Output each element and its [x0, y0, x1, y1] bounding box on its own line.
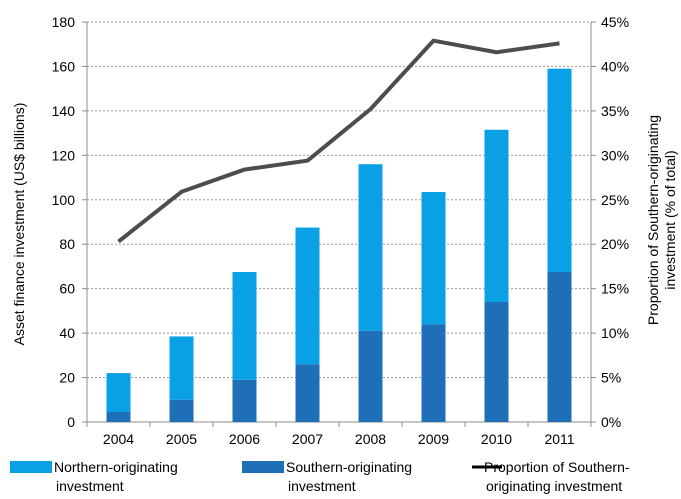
bar-northern [484, 129, 509, 302]
legend-label: Southern-originating [286, 459, 412, 475]
y-tick-label-right: 15% [601, 281, 629, 297]
legend-swatch [10, 461, 52, 473]
y-tick-label-left: 100 [52, 192, 76, 208]
y-tick-label-left: 180 [52, 14, 76, 30]
proportion-line [117, 38, 560, 244]
bar-southern [232, 379, 257, 422]
y-tick-label-right: 40% [601, 58, 629, 74]
bar-northern [421, 192, 446, 325]
legend-swatch [242, 461, 284, 473]
bar-northern [358, 164, 383, 331]
x-tick-label: 2006 [229, 431, 260, 447]
tick-labels: 0 20 40 60 80 100 120 140 160 180 0% 5% 10% 15% 20% 25%… [52, 14, 629, 447]
legend-label: Northern-originating [54, 459, 178, 475]
x-tick-label: 2007 [292, 431, 323, 447]
y-tick-label-right: 30% [601, 147, 629, 163]
bar-southern [295, 364, 320, 422]
y-tick-label-left: 20 [59, 370, 75, 386]
legend-label: Proportion of Southern- [484, 459, 630, 475]
y-tick-label-left: 120 [52, 147, 76, 163]
y-axis-right-title-line-1: Proportion of Southern-originating [645, 115, 661, 325]
y-tick-label-left: 40 [59, 325, 75, 341]
y-tick-label-left: 0 [67, 414, 75, 430]
bar-northern [169, 336, 194, 400]
y-tick-label-right: 45% [601, 14, 629, 30]
x-tick-label: 2009 [418, 431, 449, 447]
bar-southern [421, 324, 446, 422]
bar-southern [484, 302, 509, 422]
bar-northern [106, 373, 131, 412]
bars [106, 68, 572, 422]
bar-northern [547, 68, 572, 273]
bar-southern [547, 272, 572, 422]
axes [82, 21, 596, 427]
legend-label: originating investment [486, 478, 622, 494]
x-tick-label: 2010 [481, 431, 512, 447]
y-tick-label-right: 0% [601, 414, 621, 430]
bar-southern [106, 412, 131, 422]
y-tick-label-right: 25% [601, 192, 629, 208]
bar-southern [358, 330, 383, 422]
y-tick-label-left: 80 [59, 236, 75, 252]
y-axis-right-title-line-2: investment (% of total) [662, 150, 678, 289]
y-tick-label-left: 160 [52, 58, 76, 74]
y-tick-label-right: 5% [601, 370, 621, 386]
y-tick-label-right: 10% [601, 325, 629, 341]
x-tick-label: 2004 [103, 431, 134, 447]
bar-northern [232, 272, 257, 380]
x-tick-label: 2011 [544, 431, 574, 447]
y-tick-label-right: 35% [601, 103, 629, 119]
y-tick-label-left: 60 [59, 281, 75, 297]
legend-label: investment [288, 478, 356, 494]
x-tick-label: 2008 [355, 431, 386, 447]
y-tick-label-right: 20% [601, 236, 629, 252]
legend-label: investment [56, 478, 124, 494]
y-tick-label-left: 140 [52, 103, 76, 119]
y-axis-left-title: Asset finance investment (US$ billions) [11, 103, 27, 346]
legend: Northern-originating investment Southern-o… [10, 459, 630, 494]
bar-northern [295, 227, 320, 365]
proportion-line-layer [117, 38, 560, 244]
x-tick-label: 2005 [166, 431, 197, 447]
bar-southern [169, 399, 194, 422]
gridlines [87, 21, 591, 379]
